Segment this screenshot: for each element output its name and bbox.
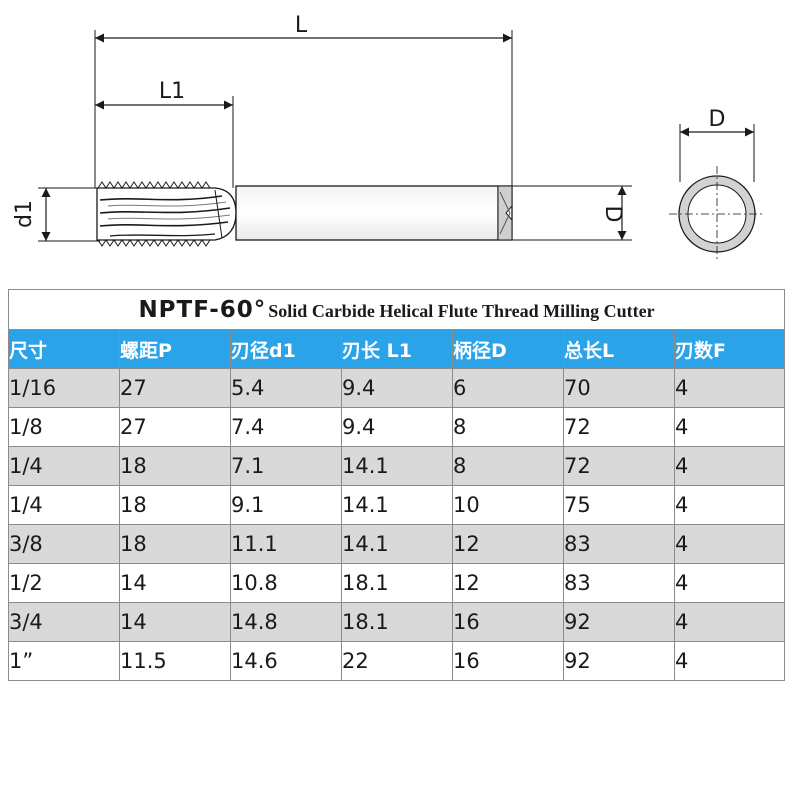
table-row: 1/8 27 7.4 9.4 8 72 4 — [8, 407, 786, 447]
table-cell: 4 — [673, 407, 786, 447]
table-cell: 75 — [563, 485, 675, 525]
header-flutes: 刃数F — [673, 329, 786, 369]
table-cell: 12 — [452, 563, 564, 603]
table-cell: 4 — [673, 446, 786, 486]
table-cell: 1/2 — [8, 563, 120, 603]
table-cell: 12 — [452, 524, 564, 564]
table-cell: 14.1 — [341, 446, 453, 486]
table-cell: 1/4 — [8, 446, 120, 486]
table-cell: 1/4 — [8, 485, 120, 525]
table-cell: 27 — [119, 407, 231, 447]
table-cell: 92 — [563, 641, 675, 681]
dimension-L1: L1 — [95, 79, 234, 188]
table-cell: 11.5 — [119, 641, 231, 681]
table-row: 1/4 18 9.1 14.1 10 75 4 — [8, 485, 786, 525]
technical-drawing: L L1 d1 D — [12, 13, 765, 262]
table-row: 1/4 18 7.1 14.1 8 72 4 — [8, 446, 786, 486]
dimension-D-side: D — [512, 185, 632, 241]
table-cell: 9.4 — [341, 368, 453, 408]
table-cell: 8 — [452, 446, 564, 486]
dimension-d1: d1 — [12, 187, 100, 242]
header-cutting-diameter: 刃径d1 — [230, 329, 342, 369]
label-L1: L1 — [159, 79, 185, 104]
table-cell: 7.4 — [230, 407, 342, 447]
table-cell: 70 — [563, 368, 675, 408]
table-title-row: NPTF-60° Solid Carbide Helical Flute Thre… — [7, 289, 786, 330]
table-cell: 18 — [119, 524, 231, 564]
label-D-end: D — [709, 107, 726, 132]
table-cell: 4 — [673, 641, 786, 681]
table-cell: 1” — [8, 641, 120, 681]
table-row: 1” 11.5 14.6 22 16 92 4 — [8, 641, 786, 681]
table-cell: 18 — [119, 485, 231, 525]
header-pitch: 螺距P — [119, 329, 231, 369]
spec-table: NPTF-60° Solid Carbide Helical Flute Thre… — [7, 289, 786, 681]
table-cell: 83 — [563, 524, 675, 564]
table-row: 3/4 14 14.8 18.1 16 92 4 — [8, 602, 786, 642]
table-cell: 3/4 — [8, 602, 120, 642]
header-cutting-length: 刃长 L1 — [341, 329, 453, 369]
table-cell: 5.4 — [230, 368, 342, 408]
table-cell: 16 — [452, 602, 564, 642]
table-cell: 6 — [452, 368, 564, 408]
table-cell: 92 — [563, 602, 675, 642]
table-cell: 10 — [452, 485, 564, 525]
table-cell: 9.4 — [341, 407, 453, 447]
table-cell: 4 — [673, 524, 786, 564]
table-cell: 22 — [341, 641, 453, 681]
table-cell: 18 — [119, 446, 231, 486]
label-D: D — [600, 206, 625, 223]
table-title-sub: Solid Carbide Helical Flute Thread Milli… — [268, 300, 655, 321]
table-row: 1/2 14 10.8 18.1 12 83 4 — [8, 563, 786, 603]
end-view: D — [669, 107, 765, 262]
table-cell: 14.8 — [230, 602, 342, 642]
table-cell: 10.8 — [230, 563, 342, 603]
table-cell: 18.1 — [341, 602, 453, 642]
table-cell: 1/16 — [8, 368, 120, 408]
table-cell: 14 — [119, 563, 231, 603]
table-header-row: 尺寸 螺距P 刃径d1 刃长 L1 柄径D 总长L 刃数F — [8, 329, 786, 369]
label-L: L — [295, 13, 308, 38]
table-row: 3/8 18 11.1 14.1 12 83 4 — [8, 524, 786, 564]
table-cell: 14 — [119, 602, 231, 642]
table-cell: 14.6 — [230, 641, 342, 681]
table-cell: 72 — [563, 446, 675, 486]
header-shank-diameter: 柄径D — [452, 329, 564, 369]
table-cell: 72 — [563, 407, 675, 447]
table-cell: 7.1 — [230, 446, 342, 486]
table-body: 1/16 27 5.4 9.4 6 70 4 1/8 27 7.4 9.4 8 72 4 1/4 18 7.1 1… — [8, 368, 786, 681]
table-cell: 3/8 — [8, 524, 120, 564]
table-cell: 16 — [452, 641, 564, 681]
table-cell: 18.1 — [341, 563, 453, 603]
table-title-main: NPTF-60° — [138, 296, 267, 323]
label-d1: d1 — [12, 200, 37, 228]
table-cell: 27 — [119, 368, 231, 408]
table-row: 1/16 27 5.4 9.4 6 70 4 — [8, 368, 786, 408]
table-cell: 9.1 — [230, 485, 342, 525]
table-cell: 4 — [673, 563, 786, 603]
table-title: NPTF-60° Solid Carbide Helical Flute Thre… — [7, 289, 786, 330]
header-overall-length: 总长L — [563, 329, 675, 369]
table-cell: 14.1 — [341, 485, 453, 525]
cutter-tool — [96, 181, 513, 247]
dimension-L: L — [94, 13, 513, 188]
table-cell: 4 — [673, 368, 786, 408]
table-cell: 4 — [673, 602, 786, 642]
table-cell: 8 — [452, 407, 564, 447]
table-cell: 4 — [673, 485, 786, 525]
table-cell: 83 — [563, 563, 675, 603]
table-cell: 1/8 — [8, 407, 120, 447]
table-cell: 14.1 — [341, 524, 453, 564]
table-cell: 11.1 — [230, 524, 342, 564]
header-size: 尺寸 — [8, 329, 120, 369]
